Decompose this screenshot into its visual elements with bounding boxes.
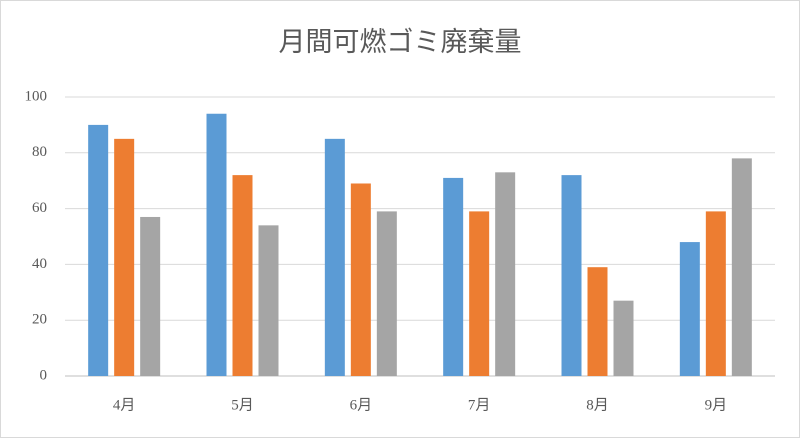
y-tick-label: 100 [25,88,48,104]
y-tick-label: 60 [32,200,47,216]
bar [376,211,397,376]
x-tick-label: 7月 [468,397,491,413]
bar [613,300,634,376]
bar [679,242,700,376]
bar [206,113,227,377]
y-tick-label: 0 [40,367,48,383]
x-tick-label: 9月 [705,397,728,413]
bar [731,158,752,376]
bar [114,138,135,376]
bar [324,138,345,376]
x-tick-label: 4月 [113,397,136,413]
bar [561,175,582,376]
x-tick-label: 5月 [231,397,254,413]
bar [88,124,109,377]
bar [258,225,279,376]
bar [705,211,726,376]
bar [232,175,253,376]
bar [140,216,161,376]
x-tick-label: 8月 [586,397,609,413]
y-tick-label: 40 [32,256,47,272]
bar [443,177,464,376]
y-tick-label: 80 [32,144,47,160]
bar [495,172,516,376]
x-tick-label: 6月 [350,397,373,413]
bar [350,183,371,376]
y-tick-label: 20 [32,312,47,328]
chart-title: 月間可燃ゴミ廃棄量 [279,27,522,57]
bar [587,267,608,376]
bar [469,211,490,376]
